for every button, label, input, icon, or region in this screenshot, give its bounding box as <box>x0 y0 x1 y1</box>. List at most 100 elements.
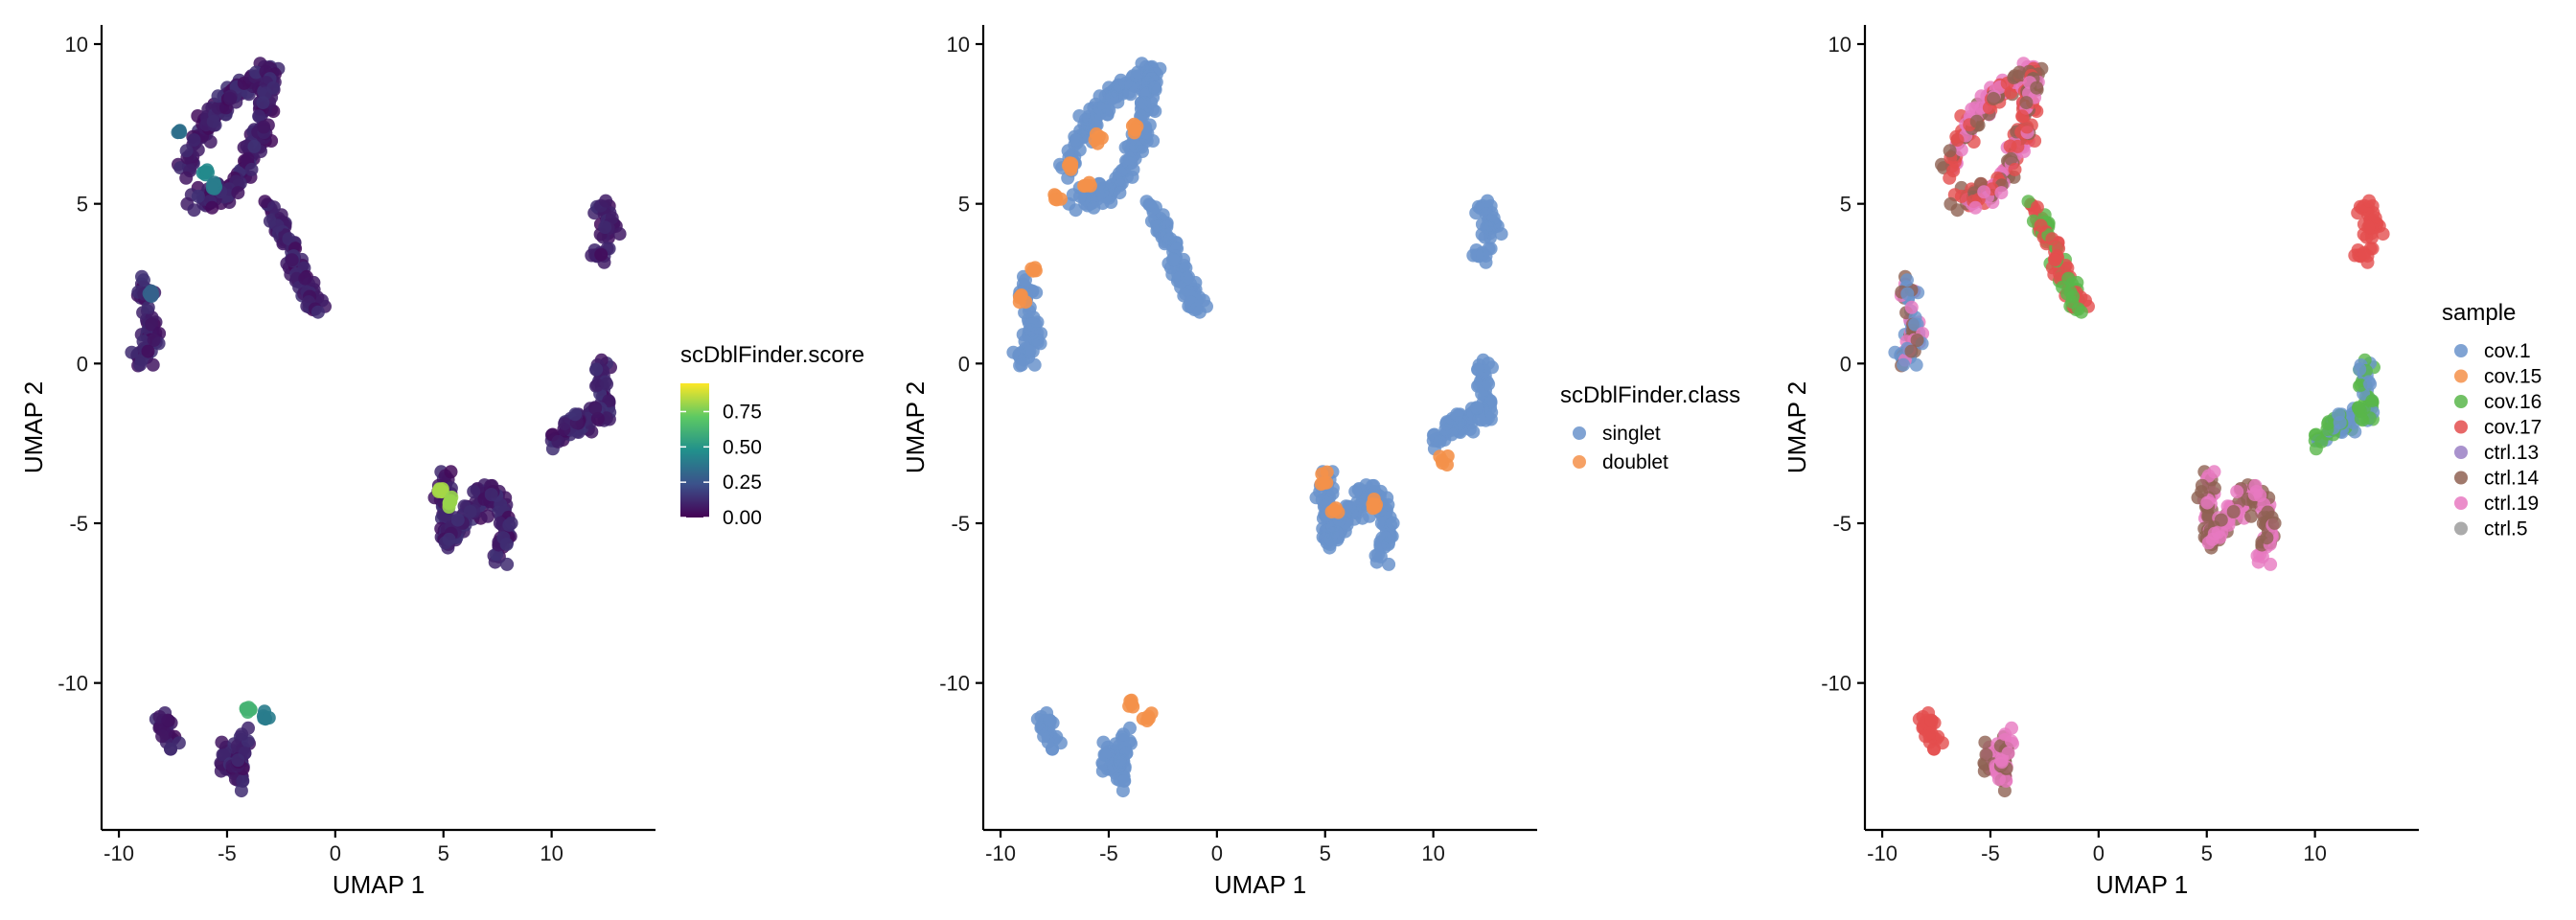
data-point <box>2015 109 2030 124</box>
data-point <box>234 784 248 798</box>
data-point <box>2363 377 2378 391</box>
doublet-point <box>1329 501 1343 516</box>
data-point <box>137 273 150 288</box>
data-point <box>2207 465 2221 479</box>
legend-label: ctrl.5 <box>2484 518 2528 540</box>
data-point <box>2045 232 2059 246</box>
axes-panel-3: -10 -5 0 5 10 10 5 0 -5 -10 UMAP 1 UMAP 2 <box>1782 25 2419 899</box>
data-point <box>1105 92 1119 105</box>
legend-label: cov.16 <box>2484 391 2542 413</box>
data-point <box>257 120 271 134</box>
data-point <box>612 227 627 242</box>
y-tick-label: 5 <box>77 193 88 217</box>
doublet-point <box>1128 123 1142 137</box>
data-point <box>231 753 245 768</box>
data-point <box>558 417 572 431</box>
y-tick-label: -5 <box>951 512 970 536</box>
data-point <box>235 727 249 742</box>
legend-label: ctrl.14 <box>2484 468 2540 490</box>
y-tick-label: 5 <box>1840 193 1852 217</box>
data-point <box>1053 736 1068 750</box>
doublet-point <box>1140 714 1154 727</box>
data-point <box>147 334 161 347</box>
y-axis-title: UMAP 2 <box>1782 381 1811 473</box>
legend-title: sample <box>2442 300 2516 326</box>
legend-score: scDblFinder.score 0.75 0.50 0.25 0.00 <box>680 342 864 529</box>
data-point <box>1994 186 2009 200</box>
data-point <box>1152 218 1166 233</box>
data-point <box>1097 748 1112 762</box>
data-point <box>1026 317 1041 332</box>
data-point <box>266 80 281 95</box>
data-point <box>589 362 604 377</box>
data-point <box>1096 735 1111 749</box>
data-point <box>1117 773 1132 788</box>
data-point <box>310 305 325 319</box>
legend-key <box>2454 471 2468 485</box>
data-point <box>1486 211 1501 225</box>
data-point <box>2264 557 2278 571</box>
highlight-point <box>172 124 187 138</box>
data-point <box>1006 345 1021 359</box>
legend-label: cov.1 <box>2484 340 2531 362</box>
y-axis-title: UMAP 2 <box>901 381 930 473</box>
doublet-point <box>1125 697 1139 711</box>
data-point <box>1061 144 1075 158</box>
data-point <box>1122 151 1137 166</box>
data-point <box>1138 96 1152 110</box>
legend-label: ctrl.19 <box>2484 493 2539 515</box>
x-tick-label: -5 <box>1981 841 2000 865</box>
data-point <box>1113 753 1127 768</box>
data-point <box>1378 531 1392 545</box>
data-point <box>282 232 296 246</box>
legend-key <box>2454 496 2468 510</box>
colorbar <box>680 383 709 518</box>
x-axis-title: UMAP 1 <box>1214 870 1306 899</box>
doublet-point <box>1013 290 1026 305</box>
data-point <box>187 133 201 148</box>
legend-title: scDblFinder.score <box>680 342 864 368</box>
y-tick-label: 5 <box>958 193 970 217</box>
data-point <box>1382 557 1396 571</box>
data-point <box>594 247 609 262</box>
doublet-point <box>1028 261 1043 275</box>
colorbar-tick-label: 0.50 <box>723 436 762 458</box>
data-point <box>231 186 245 200</box>
data-point <box>1386 516 1400 530</box>
legend-key <box>2454 369 2468 383</box>
data-point <box>2030 80 2044 95</box>
data-point <box>1997 784 2012 798</box>
x-tick-label: 10 <box>540 841 563 865</box>
data-point <box>2200 495 2215 510</box>
data-point <box>1935 736 1949 750</box>
legend-label: cov.17 <box>2484 417 2542 439</box>
y-tick-label: 0 <box>958 352 970 376</box>
axes-panel-2: -10 -5 0 5 10 10 5 0 -5 -10 UMAP 1 UMAP 2 <box>901 25 1537 899</box>
axes-panel-1: -10 -5 0 5 10 10 5 0 -5 -10 UMAP 1 UMAP 2 <box>19 25 656 899</box>
data-point <box>1482 377 1496 391</box>
highlight-point <box>242 701 256 715</box>
data-point <box>1116 784 1130 798</box>
data-point <box>191 189 205 203</box>
data-point <box>179 171 194 185</box>
highlight-point <box>442 495 456 510</box>
data-point <box>1954 189 1968 203</box>
data-point <box>2008 162 2022 176</box>
y-tick-label: -10 <box>939 672 970 696</box>
data-point <box>205 200 219 215</box>
data-point <box>179 144 194 158</box>
data-point <box>2353 362 2367 377</box>
data-point <box>2368 211 2382 225</box>
x-tick-label: -10 <box>985 841 1016 865</box>
data-point <box>568 407 583 422</box>
data-point <box>2020 120 2035 134</box>
data-point <box>2260 531 2274 545</box>
legend-key <box>2454 395 2468 408</box>
data-point <box>1095 185 1110 199</box>
data-point <box>241 151 255 166</box>
data-point <box>1037 729 1051 744</box>
data-point <box>2354 411 2368 426</box>
data-point <box>2376 227 2390 242</box>
x-tick-label: 5 <box>1320 841 1331 865</box>
